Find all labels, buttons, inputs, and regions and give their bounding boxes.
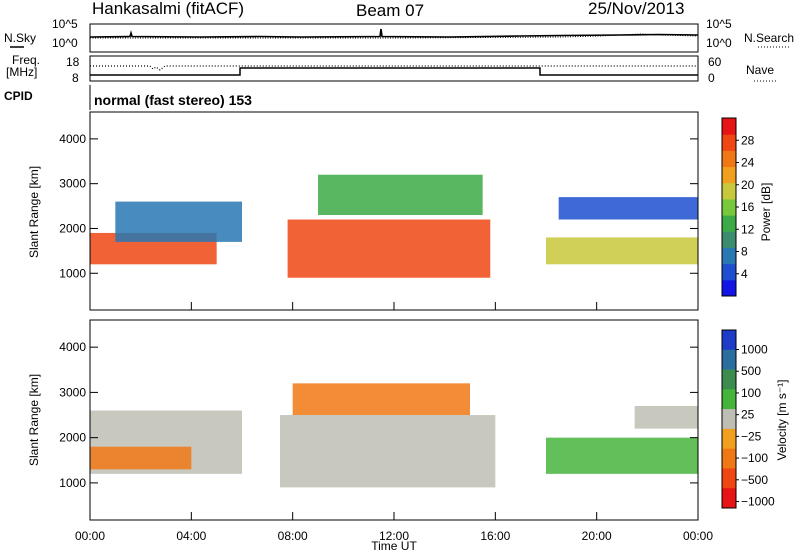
x-tick-label: 16:00 <box>480 529 510 543</box>
colorbar-swatch <box>722 349 736 371</box>
colorbar-tick-label: −500 <box>741 473 768 487</box>
nave-line <box>90 65 698 71</box>
data-region <box>287 219 491 278</box>
y-tick-label: 3000 <box>59 177 86 191</box>
noise-panel-frame <box>89 23 699 53</box>
colorbar-swatch <box>722 488 736 509</box>
colorbar-tick-label: 20 <box>741 178 755 192</box>
colorbar-swatch <box>722 409 736 430</box>
colorbar-swatch <box>722 182 736 200</box>
power-colorbar: 4 8 12 16 20 24 28 <box>721 117 755 297</box>
data-region <box>115 201 242 242</box>
colorbar-swatch <box>722 279 736 297</box>
colorbar-tick-label: −100 <box>741 451 768 465</box>
colorbar-tick-label: 28 <box>741 133 755 147</box>
y-tick-label: 2000 <box>59 221 86 235</box>
x-tick-label: 08:00 <box>278 529 308 543</box>
data-region <box>546 237 698 265</box>
beam-title: Beam 07 <box>356 1 424 20</box>
x-tick-label: 00:00 <box>683 529 713 543</box>
colorbar-swatch <box>722 231 736 248</box>
velocity-heatmap-cells <box>90 383 698 488</box>
date-title: 25/Nov/2013 <box>588 0 684 18</box>
y-tick-label: 4000 <box>59 132 86 146</box>
data-region <box>280 415 496 488</box>
power-colorbar-label: Power [dB] <box>759 183 773 242</box>
freq-tick-bottom: 8 <box>72 71 79 85</box>
data-region <box>558 197 698 220</box>
colorbar-swatch <box>722 150 736 168</box>
velocity-axis-ticks: 00:00 04:00 08:00 12:00 16:00 20:00 00:00 1000 2… <box>59 340 713 543</box>
noise-sky-line <box>89 28 699 38</box>
data-region <box>546 437 698 474</box>
colorbar-swatch <box>722 198 736 216</box>
y-tick-label: 3000 <box>59 385 86 399</box>
colorbar-tick-label: 100 <box>741 386 761 400</box>
colorbar-tick-label: 8 <box>741 245 748 259</box>
cpid-text: normal (fast stereo) 153 <box>94 92 252 108</box>
colorbar-swatch <box>722 428 736 450</box>
x-tick-label: 04:00 <box>176 529 206 543</box>
x-tick-label: 12:00 <box>379 529 409 543</box>
power-ylabel: Slant Range [km] <box>27 166 41 258</box>
nave-label: Nave <box>746 63 774 77</box>
y-tick-label: 1000 <box>59 266 86 280</box>
colorbar-tick-label: −25 <box>741 429 762 443</box>
data-region <box>292 383 470 416</box>
colorbar-swatch <box>722 389 736 410</box>
freq-line <box>90 67 698 76</box>
y-tick-label: 2000 <box>59 431 86 445</box>
colorbar-swatch <box>722 215 736 232</box>
data-region <box>90 446 192 470</box>
power-panel: 1000 2000 3000 4000 Slant Range [km] 4 8 12 16… <box>27 111 773 311</box>
colorbar-swatch <box>722 134 736 151</box>
colorbar-swatch <box>722 468 736 489</box>
velocity-ylabel: Slant Range [km] <box>27 374 41 466</box>
noise-left-tick-bottom: 10^0 <box>52 36 78 50</box>
freq-tick-top: 18 <box>66 55 80 69</box>
x-tick-label: 20:00 <box>582 529 612 543</box>
data-region <box>318 174 483 216</box>
noise-right-tick-top: 10^5 <box>706 17 732 31</box>
colorbar-tick-label: −1000 <box>741 494 775 508</box>
colorbar-tick-label: 25 <box>741 408 755 422</box>
x-axis-label: Time UT <box>371 539 417 553</box>
noise-search-line <box>90 33 699 39</box>
noise-right-tick-bottom: 10^0 <box>706 36 732 50</box>
x-tick-label: 00:00 <box>75 529 105 543</box>
colorbar-swatch <box>722 369 736 390</box>
data-region <box>634 405 698 429</box>
colorbar-tick-label: 24 <box>741 156 755 170</box>
colorbar-tick-label: 500 <box>741 364 761 378</box>
colorbar-tick-label: 12 <box>741 222 755 236</box>
power-axis-ticks: 1000 2000 3000 4000 <box>59 132 699 310</box>
nave-tick-top: 60 <box>708 55 722 69</box>
nave-tick-bottom: 0 <box>708 71 715 85</box>
noise-left-label: N.Sky <box>4 31 36 45</box>
noise-right-label: N.Search <box>744 31 794 45</box>
colorbar-tick-label: 4 <box>741 267 748 281</box>
velocity-colorbar-label: Velocity [m s⁻¹] <box>775 379 789 460</box>
colorbar-swatch <box>722 263 736 281</box>
velocity-panel: 00:00 04:00 08:00 12:00 16:00 20:00 00:00 1000 2… <box>27 319 789 543</box>
colorbar-swatch <box>722 448 736 469</box>
colorbar-swatch <box>722 247 736 265</box>
colorbar-swatch <box>722 118 736 135</box>
cpid-label: CPID <box>4 89 33 103</box>
velocity-colorbar: 1000 500 100 25 −25 −100 −500 −1000 <box>721 329 775 509</box>
freq-label-2: [MHz] <box>6 65 37 79</box>
station-title: Hankasalmi (fitACF) <box>92 0 244 18</box>
colorbar-swatch <box>722 330 736 351</box>
colorbar-tick-label: 1000 <box>741 343 768 357</box>
freq-label-1: Freq. <box>12 53 40 67</box>
noise-left-tick-top: 10^5 <box>52 17 78 31</box>
freq-panel-frame <box>89 55 699 82</box>
colorbar-frame <box>721 329 737 509</box>
y-tick-label: 4000 <box>59 340 86 354</box>
colorbar-swatch <box>722 166 736 184</box>
y-tick-label: 1000 <box>59 476 86 490</box>
colorbar-tick-label: 16 <box>741 200 755 214</box>
power-heatmap-cells <box>90 174 698 278</box>
